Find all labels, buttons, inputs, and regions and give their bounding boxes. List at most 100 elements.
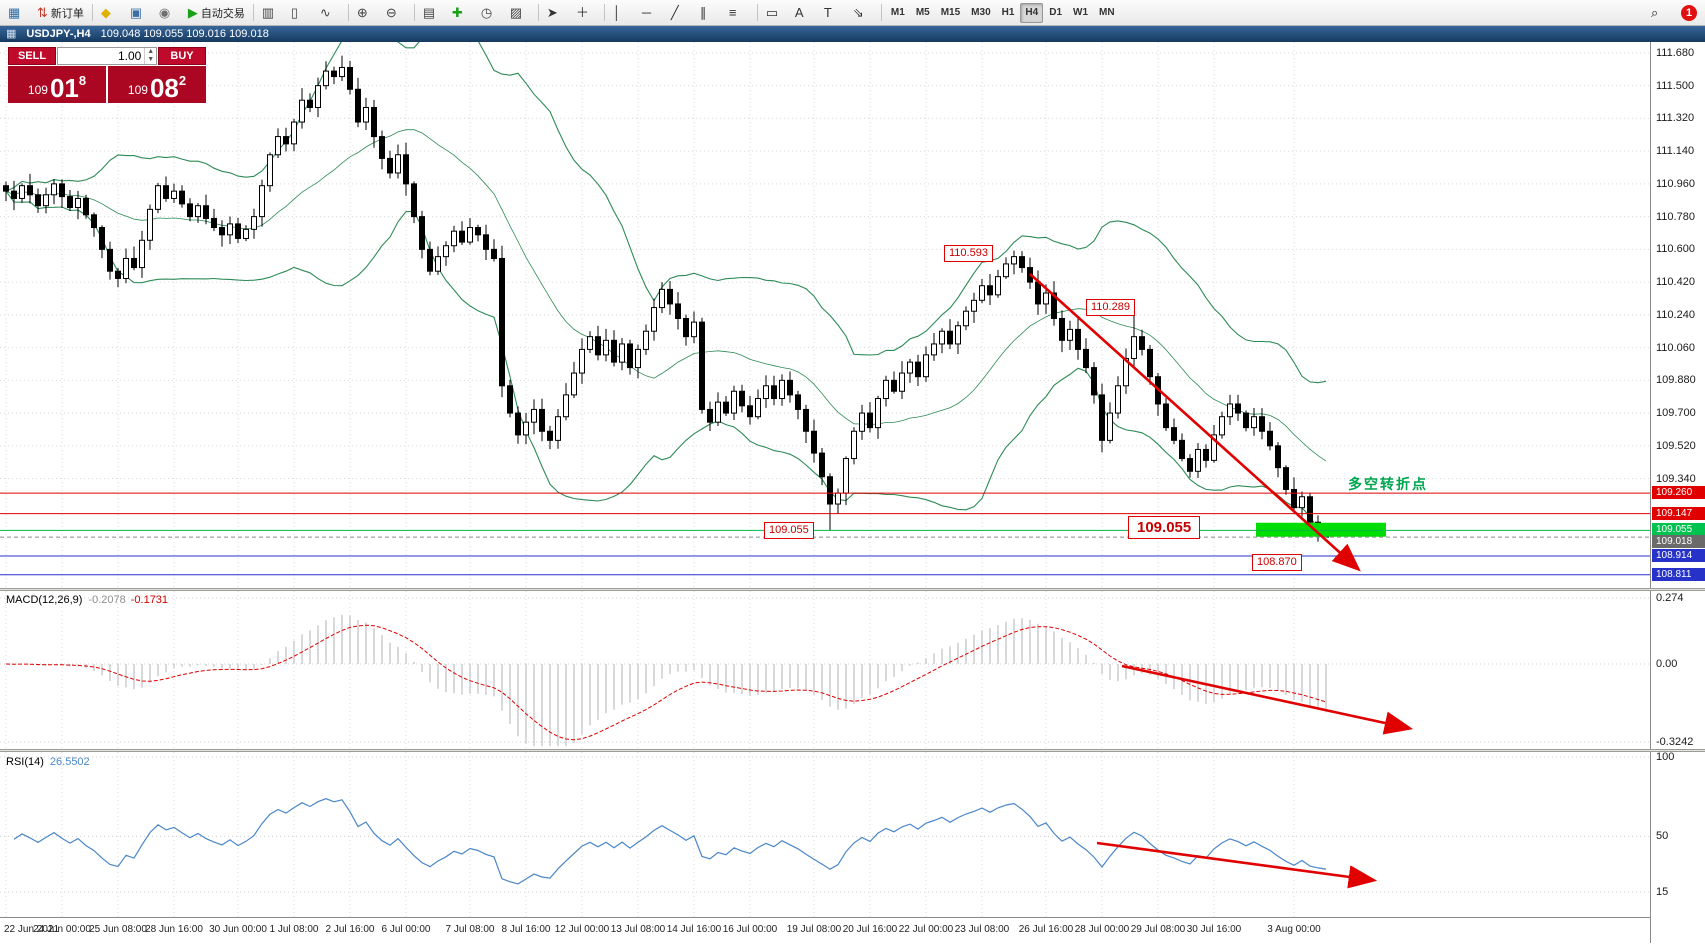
cursor-icon: ➤ (546, 5, 558, 20)
text-icon[interactable]: A (791, 2, 819, 24)
ask-big-digits: 08 (149, 73, 179, 103)
toolbar-separator (252, 4, 254, 21)
price-tag-108.914: 108.914 (1652, 549, 1705, 563)
bid-price-display[interactable]: 109 01 8 (8, 66, 106, 103)
candle-chart-icon[interactable]: ▯ (287, 2, 315, 24)
fibonacci-icon[interactable]: ≡ (725, 2, 753, 24)
buy-button[interactable]: BUY (158, 47, 206, 65)
styler-icon[interactable]: ◆ (97, 2, 125, 24)
ask-price-display[interactable]: 109 08 2 (108, 66, 206, 103)
profiles-icon[interactable]: ▣ (126, 2, 154, 24)
autotrade-button-label: 自动交易 (200, 7, 245, 20)
volume-up-icon[interactable]: ▲ (147, 48, 155, 55)
timeframe-m5-button[interactable]: M5 (915, 7, 930, 18)
bar-chart-icon: ▥ (261, 5, 275, 20)
time-axis-label: 30 Jul 16:00 (1186, 924, 1242, 935)
toolbar-separator (347, 4, 349, 21)
time-axis-label: 14 Jul 16:00 (666, 924, 722, 935)
rsi-label: RSI(14) 26.5502 (6, 756, 90, 768)
horizontal-line-icon[interactable]: ─ (638, 2, 666, 24)
macd-histogram (13, 614, 1327, 746)
volume-input[interactable] (58, 48, 145, 64)
timeframe-h4-button[interactable]: H4 (1020, 2, 1044, 23)
label-icon[interactable]: T (820, 2, 848, 24)
alerts-icon[interactable]: ◉ (155, 2, 183, 24)
cursor-icon[interactable]: ➤ (543, 2, 571, 24)
line-chart-icon[interactable]: ∿ (316, 2, 344, 24)
search-icon[interactable]: ⌕ (1651, 5, 1659, 20)
time-axis-label: 28 Jun 16:00 (145, 924, 203, 935)
rsi-pane-canvas[interactable] (0, 752, 1650, 917)
price-axis-label: 111.140 (1656, 145, 1695, 158)
autotrade-button[interactable]: ▶ 自动交易 (184, 2, 249, 24)
new-chart-icon: ▦ (8, 5, 21, 20)
time-axis-label: 29 Jul 08:00 (1130, 924, 1186, 935)
crosshair-icon[interactable]: ＋ (572, 2, 600, 24)
indicators-icon[interactable]: ✚ (448, 2, 476, 24)
line-chart-icon: ∿ (319, 5, 331, 20)
time-axis-label: 22 Jun 2021 (4, 924, 60, 935)
tile-windows-icon: ▤ (422, 5, 436, 20)
text-icon: A (794, 5, 804, 20)
time-axis-label: 13 Jul 08:00 (610, 924, 666, 935)
macd-name: MACD(12,26,9) (6, 594, 83, 606)
timeframe-d1-button[interactable]: D1 (1049, 7, 1063, 18)
timeframe-w1-button[interactable]: W1 (1073, 7, 1089, 18)
profiles-icon: ▣ (129, 5, 143, 20)
bollinger-upper-band (5, 42, 1327, 384)
new-order-button[interactable]: ⇅ 新订单 (33, 2, 88, 24)
macd-main-value: -0.2078 (88, 594, 126, 606)
rsi-axis-label: 50 (1656, 830, 1669, 843)
price-axis[interactable]: 111.680 111.500 111.320 111.140 110.960 110.7… (1650, 42, 1705, 943)
pane-splitter-macd[interactable] (0, 588, 1705, 591)
zoom-out-icon[interactable]: ⊖ (382, 2, 410, 24)
bid-prefix: 109 (27, 83, 48, 97)
notification-badge[interactable]: 1 (1681, 4, 1697, 21)
price-tag-109.147: 109.147 (1652, 506, 1705, 520)
timeframe-m15-button[interactable]: M15 (940, 7, 961, 18)
shapes-icon[interactable]: ▭ (762, 2, 790, 24)
styler-icon: ◆ (100, 5, 111, 20)
toolbar-separator (603, 4, 605, 21)
sell-button[interactable]: SELL (8, 47, 56, 65)
support-zone-rect[interactable] (1256, 522, 1386, 537)
chart-symbol-period: USDJPY-,H4 (26, 27, 91, 40)
timeframe-m30-button[interactable]: M30 (971, 7, 991, 18)
fibonacci-icon: ≡ (728, 5, 737, 20)
zoom-in-icon[interactable]: ⊕ (353, 2, 381, 24)
tile-windows-icon[interactable]: ▤ (419, 2, 447, 24)
time-axis-label: 12 Jul 00:00 (554, 924, 610, 935)
rsi-name: RSI(14) (6, 756, 44, 768)
shapes-icon: ▭ (765, 5, 779, 20)
price-tag-109.018: 109.018 (1652, 535, 1705, 549)
volume-down-icon[interactable]: ▼ (147, 56, 155, 63)
time-axis-label: 20 Jul 16:00 (842, 924, 898, 935)
periods-icon[interactable]: ◷ (477, 2, 505, 24)
channel-icon[interactable]: ∥ (696, 2, 724, 24)
pane-splitter-rsi[interactable] (0, 749, 1705, 752)
trendline-icon[interactable]: ╱ (667, 2, 695, 24)
time-axis-label: 28 Jul 00:00 (1074, 924, 1130, 935)
macd-pane-canvas[interactable] (0, 591, 1650, 749)
time-axis-label: 25 Jun 08:00 (89, 924, 147, 935)
time-axis-label: 19 Jul 08:00 (786, 924, 842, 935)
timeframe-m1-button[interactable]: M1 (890, 7, 905, 18)
timeframe-h1-button[interactable]: H1 (1001, 7, 1015, 18)
candlestick-series (3, 55, 1329, 542)
chart-ohlc-quotes: 109.048 109.055 109.016 109.018 (100, 27, 269, 40)
ask-pipette: 2 (178, 73, 187, 88)
main-chart-canvas[interactable] (0, 42, 1650, 588)
vertical-line-icon[interactable]: │ (609, 2, 637, 24)
time-axis[interactable]: 22 Jun 2021 24 Jun 00:00 25 Jun 08:00 28 Ju… (0, 917, 1650, 944)
trendline-icon: ╱ (670, 5, 679, 20)
new-chart-button[interactable]: ▦ (4, 2, 32, 24)
periods-icon: ◷ (480, 5, 493, 20)
arrows-icon[interactable]: ⇘ (849, 2, 877, 24)
timeframe-mn-button[interactable]: MN (1099, 7, 1115, 18)
bar-chart-icon[interactable]: ▥ (258, 2, 286, 24)
price-axis-label: 111.320 (1656, 112, 1695, 125)
toolbar-separator (413, 4, 415, 21)
price-axis-label: 110.960 (1656, 177, 1695, 190)
templates-icon[interactable]: ▨ (506, 2, 534, 24)
